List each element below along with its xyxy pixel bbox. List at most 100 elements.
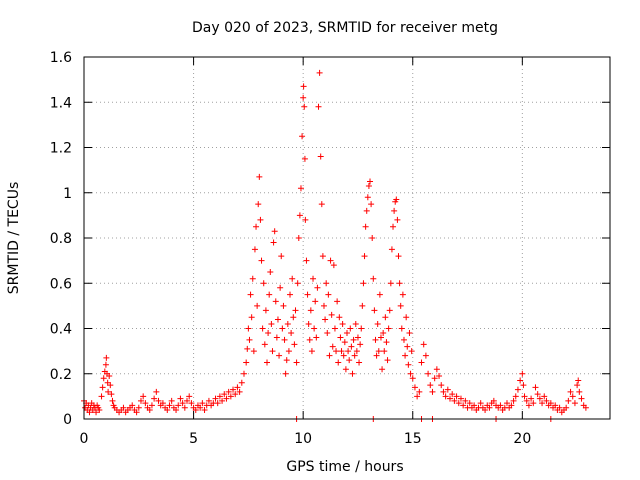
data-point <box>301 103 308 110</box>
data-point <box>107 382 114 389</box>
x-tick-label: 15 <box>404 431 422 447</box>
data-point <box>322 316 329 323</box>
data-point <box>369 235 376 241</box>
data-point <box>253 223 260 230</box>
data-point <box>184 397 191 404</box>
data-point <box>363 207 370 214</box>
data-point <box>311 325 318 332</box>
data-point <box>227 393 234 400</box>
data-point <box>175 402 182 409</box>
data-point <box>353 348 360 355</box>
data-point <box>567 388 574 395</box>
data-point <box>404 343 411 350</box>
data-point <box>508 402 515 409</box>
data-point <box>199 400 206 407</box>
plot-frame <box>83 56 611 420</box>
data-point <box>250 348 257 355</box>
data-point <box>236 388 243 395</box>
data-point <box>565 397 572 404</box>
data-point <box>375 348 382 355</box>
data-point <box>337 334 344 341</box>
data-point <box>223 395 230 402</box>
data-point <box>295 235 302 241</box>
data-point <box>181 404 188 411</box>
data-point <box>442 393 449 400</box>
data-point <box>102 361 109 368</box>
data-point <box>340 352 347 359</box>
data-point <box>368 201 375 208</box>
data-point <box>367 178 374 185</box>
data-point <box>563 404 570 411</box>
data-point <box>383 339 390 346</box>
data-point <box>287 291 294 298</box>
data-point <box>278 253 285 260</box>
data-point <box>359 302 366 309</box>
data-point <box>205 397 212 404</box>
data-point <box>283 357 290 364</box>
data-point <box>268 320 275 327</box>
data-point <box>331 325 338 332</box>
data-point <box>192 406 199 413</box>
data-point <box>339 320 346 327</box>
data-point <box>96 406 103 413</box>
data-point <box>539 400 546 407</box>
data-point <box>519 370 526 377</box>
data-point <box>358 325 365 332</box>
data-point <box>388 246 395 253</box>
x-tick-label: 0 <box>80 431 89 447</box>
data-point <box>398 325 405 332</box>
data-point <box>120 404 127 411</box>
data-point <box>265 330 272 337</box>
data-point <box>108 391 115 398</box>
data-point <box>543 397 550 404</box>
data-point <box>151 395 158 402</box>
data-point <box>381 348 388 355</box>
y-axis-label: SRMTID / TECUs <box>6 182 22 295</box>
data-point <box>390 223 397 230</box>
data-point <box>262 307 269 314</box>
data-point <box>427 382 434 389</box>
data-point <box>348 343 355 350</box>
data-point <box>292 307 299 314</box>
data-point <box>334 298 341 305</box>
data-point <box>319 253 326 260</box>
data-point <box>376 291 383 298</box>
data-point <box>294 280 301 287</box>
data-point <box>460 402 467 409</box>
data-point <box>517 377 524 384</box>
data-point <box>422 352 429 359</box>
data-point <box>407 370 414 377</box>
data-point <box>251 246 258 253</box>
data-point <box>270 239 277 246</box>
data-point <box>214 400 221 407</box>
data-point <box>325 291 332 298</box>
data-point <box>201 406 208 413</box>
data-point <box>246 336 253 343</box>
data-point <box>93 409 100 416</box>
data-point <box>402 352 409 359</box>
data-point <box>384 357 391 364</box>
data-point <box>345 348 352 355</box>
data-point <box>377 334 384 341</box>
data-point <box>315 103 322 110</box>
data-point <box>276 352 283 359</box>
data-point <box>571 400 578 407</box>
data-point <box>129 402 136 409</box>
x-tick-label: 10 <box>294 431 312 447</box>
data-point <box>212 395 219 402</box>
data-point <box>414 393 421 400</box>
data-point <box>304 291 311 298</box>
data-point <box>400 336 407 343</box>
data-point <box>365 182 372 189</box>
data-point <box>159 400 166 407</box>
data-point <box>288 330 295 337</box>
data-point <box>260 280 267 287</box>
data-point <box>396 280 403 287</box>
data-point <box>133 409 140 416</box>
data-point <box>354 334 361 341</box>
data-point <box>486 404 493 411</box>
data-point <box>344 330 350 337</box>
y-tick-label: 0.2 <box>50 367 72 383</box>
data-point <box>440 388 447 395</box>
